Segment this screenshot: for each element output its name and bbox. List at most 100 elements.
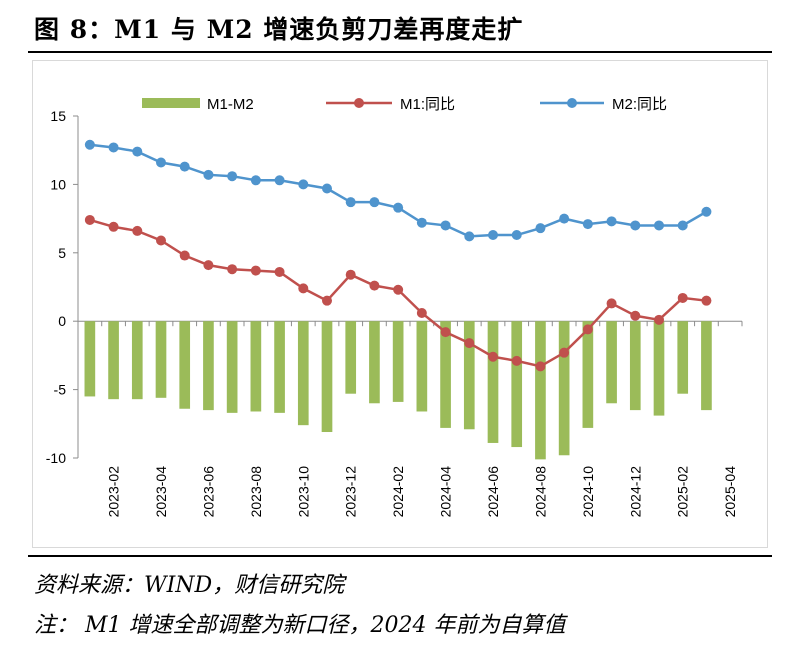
bar-m1-m2 [369,321,380,404]
title-rule [28,51,772,53]
bar-m1-m2 [131,321,143,400]
legend-marker-m2 [567,98,577,108]
x-tick-label: 2023-04 [153,466,169,518]
x-tick-label: 2024-04 [438,466,454,518]
bar-m1-m2 [155,321,167,398]
x-tick-label: 2023-06 [200,466,216,518]
point-m1 [227,264,238,275]
point-m2 [179,161,190,172]
point-m2 [488,230,498,241]
point-m2 [203,169,214,180]
bar-m1-m2 [535,321,546,460]
x-tick-label: 2025-04 [722,466,738,518]
bar-m1-m2 [179,321,191,409]
bar-m1-m2 [677,321,689,394]
x-tick-label: 2024-02 [390,466,406,518]
point-m2 [416,217,427,228]
x-tick-label: 2023-10 [295,466,311,518]
point-m1 [677,292,688,303]
point-m2 [559,213,570,224]
point-m2 [250,175,261,186]
point-m2 [132,146,143,157]
point-m2 [606,216,617,227]
footer-rule [28,555,772,557]
point-m1 [250,265,261,276]
bar-m1-m2 [416,321,428,412]
point-m1 [369,280,380,291]
point-m1 [132,225,143,236]
bar-m1-m2 [463,321,475,430]
point-m1 [393,284,404,295]
y-tick-label: 5 [58,245,66,261]
point-m1 [582,324,593,335]
bar-m1-m2 [250,321,262,412]
point-m2 [156,157,166,168]
point-m1 [156,235,166,246]
point-m2 [322,183,332,194]
x-tick-label: 2024-08 [532,466,548,518]
point-m2 [630,220,641,231]
legend-label-m1: M1:同比 [400,96,455,113]
x-tick-label: 2023-08 [248,466,264,518]
point-m1 [179,250,190,261]
x-tick-label: 2023-02 [106,466,122,518]
point-m2 [345,197,356,208]
bar-m1-m2 [392,321,404,402]
point-m2 [227,171,238,182]
footnote: 注： M1 增速全部调整为新口径，2024 年前为自算值 [34,613,566,638]
point-m2 [464,231,475,242]
point-m2 [393,202,404,213]
point-m1 [274,266,285,277]
x-tick-label: 2023-12 [343,466,359,518]
y-tick-label: -10 [46,450,66,466]
bar-m1-m2 [297,321,309,426]
point-m1 [630,310,641,321]
point-m1 [701,295,712,306]
point-m1 [464,338,475,349]
point-m1 [203,260,214,271]
y-tick-label: 15 [50,108,66,124]
legend-label-m1-m2: M1-M2 [207,96,254,113]
point-m1 [322,295,332,306]
point-m1 [416,307,427,318]
point-m2 [677,220,688,231]
point-m1 [606,298,617,309]
bar-m1-m2 [511,321,523,448]
chart-frame [32,60,768,548]
point-m1 [535,361,546,372]
point-m1 [108,221,119,232]
y-tick-label: 0 [58,313,66,329]
bar-m1-m2 [440,321,451,428]
bar-m1-m2 [558,321,570,456]
legend-swatch-m1-m2 [142,98,200,108]
y-tick-label: -5 [54,382,67,398]
point-m1 [488,351,498,362]
source-note: 资料来源：WIND，财信研究院 [34,573,345,598]
bar-m1-m2 [321,321,333,433]
bar-m1-m2 [203,321,214,411]
bar-m1-m2 [226,321,238,413]
point-m1 [511,355,522,366]
point-m1 [559,347,570,358]
bar-m1-m2 [274,321,285,413]
x-tick-label: 2025-02 [675,466,691,518]
point-m2 [654,220,664,231]
bar-m1-m2 [345,321,357,394]
x-tick-label: 2024-10 [580,466,596,518]
y-tick-label: 10 [50,176,66,192]
point-m2 [535,223,546,234]
point-m2 [440,220,451,231]
legend-marker-m1 [354,98,364,108]
bar-m1-m2 [582,321,594,428]
point-m2 [84,139,95,150]
point-m1 [345,269,356,280]
bar-m1-m2 [606,321,617,404]
point-m2 [511,230,522,241]
point-m2 [369,197,380,208]
x-tick-label: 2024-06 [485,466,501,518]
bar-m1-m2 [629,321,641,411]
legend-label-m2: M2:同比 [612,96,667,113]
bar-m1-m2 [108,321,119,400]
x-tick-label: 2024-12 [627,466,643,518]
